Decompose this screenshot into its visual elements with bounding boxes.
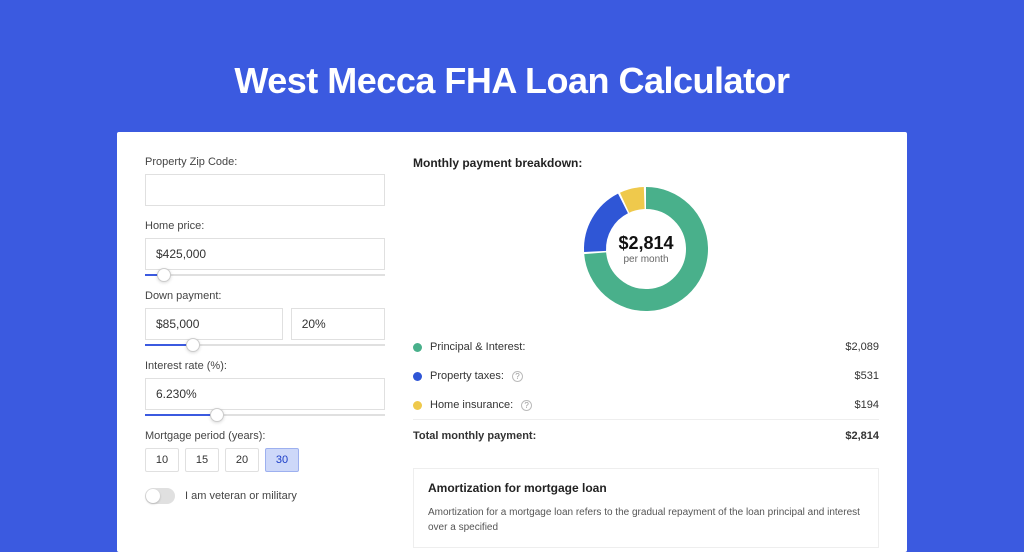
toggle-knob — [146, 489, 160, 503]
form-column: Property Zip Code: Home price: Down paym… — [145, 156, 385, 528]
breakdown-column: Monthly payment breakdown: $2,814 per mo… — [413, 156, 879, 528]
interest-slider[interactable] — [145, 414, 385, 416]
breakdown-label: Principal & Interest: — [430, 341, 525, 353]
down-payment-pct-input[interactable] — [291, 308, 385, 340]
veteran-toggle[interactable] — [145, 488, 175, 504]
breakdown-row: Home insurance:? $194 — [413, 390, 879, 419]
breakdown-amount: $531 — [855, 370, 879, 382]
breakdown-amount: $194 — [855, 399, 879, 411]
amortization-title: Amortization for mortgage loan — [428, 481, 864, 495]
page-title: West Mecca FHA Loan Calculator — [0, 60, 1024, 102]
zip-label: Property Zip Code: — [145, 156, 385, 168]
breakdown-label: Property taxes: — [430, 370, 504, 382]
interest-input[interactable] — [145, 378, 385, 410]
breakdown-amount: $2,089 — [845, 341, 879, 353]
interest-label: Interest rate (%): — [145, 360, 385, 372]
period-label: Mortgage period (years): — [145, 430, 385, 442]
info-icon[interactable]: ? — [512, 371, 523, 382]
zip-input[interactable] — [145, 174, 385, 206]
donut-sub: per month — [623, 254, 668, 265]
amortization-text: Amortization for a mortgage loan refers … — [428, 505, 864, 535]
calculator-card: Property Zip Code: Home price: Down paym… — [117, 132, 907, 552]
period-buttons: 10152030 — [145, 448, 385, 472]
donut-chart: $2,814 per month — [581, 184, 711, 314]
home-price-label: Home price: — [145, 220, 385, 232]
down-payment-label: Down payment: — [145, 290, 385, 302]
veteran-label: I am veteran or military — [185, 490, 297, 502]
home-price-slider[interactable] — [145, 274, 385, 276]
legend-dot — [413, 343, 422, 352]
info-icon[interactable]: ? — [521, 400, 532, 411]
legend-dot — [413, 401, 422, 410]
veteran-row: I am veteran or military — [145, 488, 385, 504]
period-btn-30[interactable]: 30 — [265, 448, 299, 472]
donut-amount: $2,814 — [618, 233, 673, 254]
home-price-input[interactable] — [145, 238, 385, 270]
hero: West Mecca FHA Loan Calculator — [0, 0, 1024, 102]
slider-thumb[interactable] — [186, 338, 200, 352]
total-label: Total monthly payment: — [413, 430, 536, 442]
down-payment-input[interactable] — [145, 308, 283, 340]
breakdown-row: Principal & Interest: $2,089 — [413, 332, 879, 361]
legend-dot — [413, 372, 422, 381]
period-btn-10[interactable]: 10 — [145, 448, 179, 472]
period-btn-15[interactable]: 15 — [185, 448, 219, 472]
slider-fill — [145, 414, 217, 416]
total-row: Total monthly payment: $2,814 — [413, 419, 879, 450]
period-btn-20[interactable]: 20 — [225, 448, 259, 472]
breakdown-title: Monthly payment breakdown: — [413, 156, 879, 170]
breakdown-row: Property taxes:? $531 — [413, 361, 879, 390]
breakdown-label: Home insurance: — [430, 399, 513, 411]
donut-center: $2,814 per month — [581, 184, 711, 314]
down-payment-slider[interactable] — [145, 344, 385, 346]
total-amount: $2,814 — [845, 430, 879, 442]
slider-thumb[interactable] — [157, 268, 171, 282]
amortization-box: Amortization for mortgage loan Amortizat… — [413, 468, 879, 548]
slider-thumb[interactable] — [210, 408, 224, 422]
donut-wrap: $2,814 per month — [413, 184, 879, 314]
